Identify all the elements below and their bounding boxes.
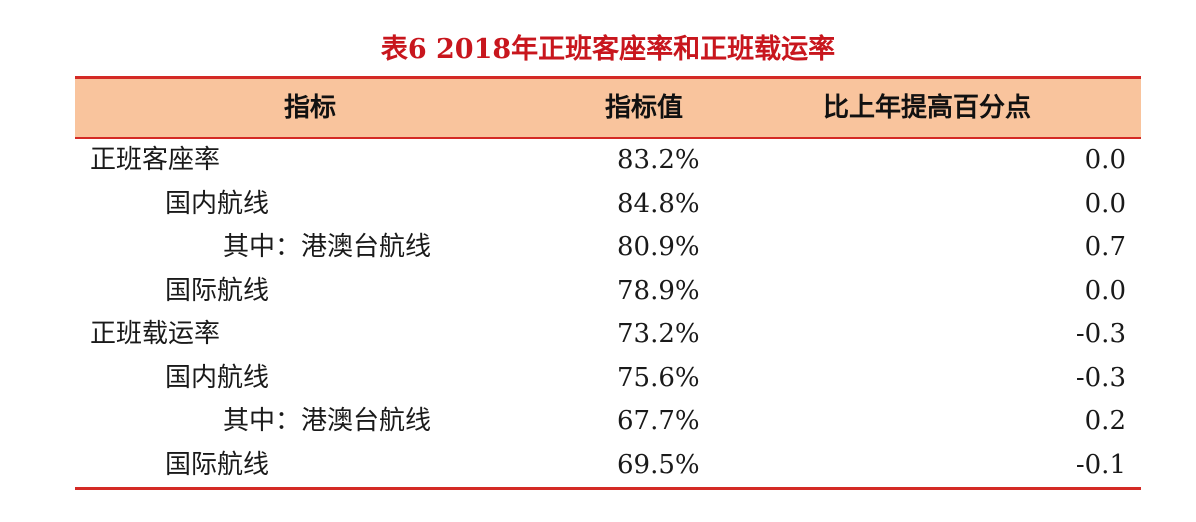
table-row: 其中：港澳台航线 67.7% 0.2: [75, 400, 1141, 444]
row-indicator: 国际航线: [165, 449, 270, 480]
row-change: 0.7: [1084, 232, 1126, 262]
header-indicator: 指标: [283, 93, 336, 123]
data-table: 指标 指标值 比上年提高百分点 正班客座率 83.2% 0.0 国内航线 84.…: [75, 76, 1141, 490]
header-change: 比上年提高百分点: [823, 93, 1032, 123]
table-row: 国内航线 84.8% 0.0: [75, 183, 1141, 227]
row-value: 67.7%: [617, 406, 700, 436]
table-bottom-rule: [75, 487, 1141, 490]
row-value: 73.2%: [617, 319, 700, 349]
row-value: 84.8%: [617, 188, 700, 219]
table-row: 国内航线 75.6% -0.3: [75, 357, 1141, 401]
row-indicator: 国内航线: [165, 188, 270, 219]
table-header: 指标 指标值 比上年提高百分点: [75, 79, 1141, 137]
row-change: 0.0: [1084, 275, 1126, 306]
row-indicator: 其中：港澳台航线: [223, 232, 432, 262]
row-change: 0.0: [1084, 188, 1126, 219]
row-indicator: 国内航线: [165, 362, 270, 393]
row-indicator: 正班载运率: [90, 319, 221, 349]
row-change: -0.3: [1075, 362, 1126, 393]
table-row: 正班载运率 73.2% -0.3: [75, 313, 1141, 357]
table-title: 表6 2018年正班客座率和正班载运率: [380, 34, 836, 65]
table-top-rule: [75, 76, 1141, 79]
table-header-rule: [75, 137, 1141, 139]
row-value: 83.2%: [617, 145, 700, 175]
row-indicator: 正班客座率: [90, 145, 221, 175]
row-value: 80.9%: [617, 232, 700, 262]
table-row: 国际航线 69.5% -0.1: [75, 444, 1141, 488]
row-value: 78.9%: [617, 275, 700, 306]
table-row: 正班客座率 83.2% 0.0: [75, 139, 1141, 183]
header-value: 指标值: [605, 93, 684, 123]
row-indicator: 其中：港澳台航线: [223, 406, 432, 436]
table-row: 其中：港澳台航线 80.9% 0.7: [75, 226, 1141, 270]
row-change: -0.1: [1075, 449, 1126, 480]
table-row: 国际航线 78.9% 0.0: [75, 270, 1141, 314]
row-change: 0.0: [1084, 145, 1126, 175]
row-value: 69.5%: [617, 449, 700, 480]
row-change: -0.3: [1075, 319, 1126, 349]
row-indicator: 国际航线: [165, 275, 270, 306]
row-value: 75.6%: [617, 362, 700, 393]
row-change: 0.2: [1084, 406, 1126, 436]
